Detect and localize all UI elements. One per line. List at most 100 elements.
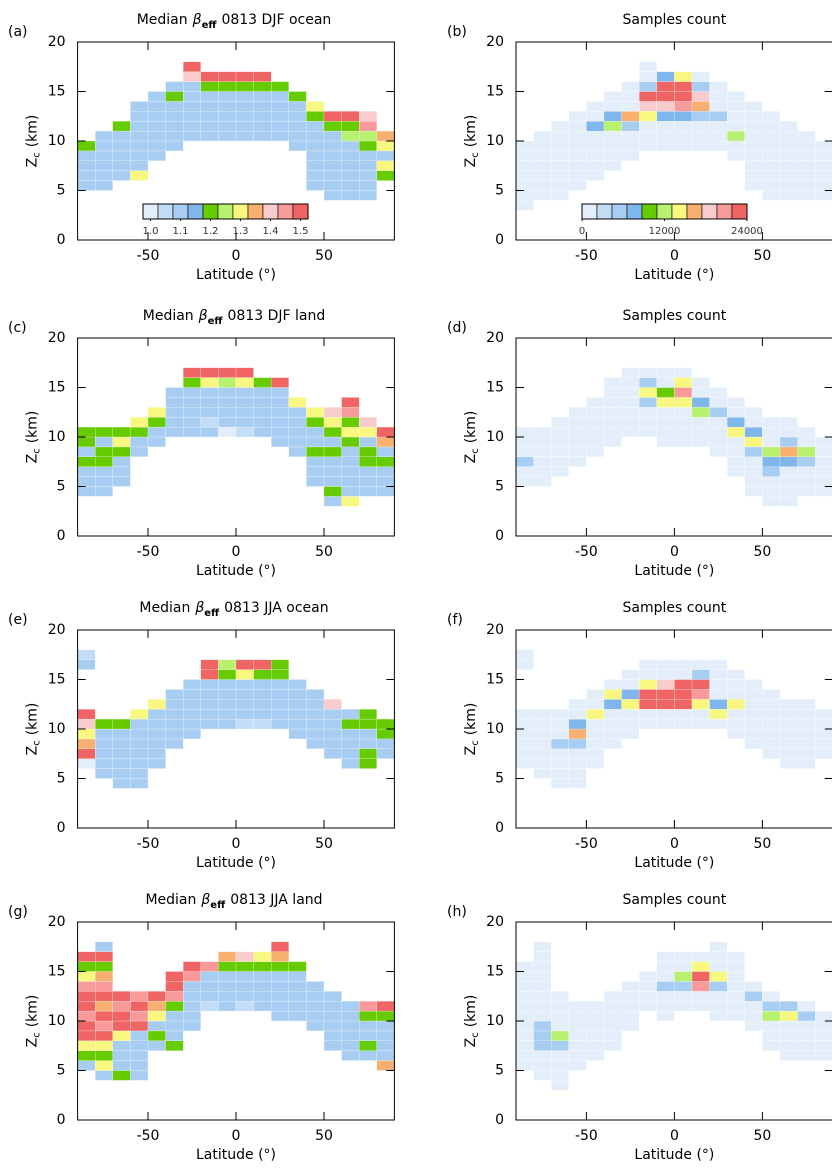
cell	[165, 130, 184, 142]
y-tick-label: 0	[57, 820, 66, 836]
cell	[235, 367, 254, 378]
cell	[376, 718, 395, 730]
y-tick-label: 20	[48, 622, 66, 638]
y-label-unit: (km)	[463, 703, 479, 736]
cell	[182, 1020, 201, 1032]
cell	[218, 387, 237, 398]
cell	[341, 486, 360, 497]
cell	[568, 446, 587, 457]
cell	[165, 1020, 184, 1032]
cell	[551, 709, 570, 720]
cell	[797, 718, 816, 730]
y-tick-label: 15	[48, 672, 66, 688]
cell	[323, 1020, 342, 1032]
cell	[515, 150, 534, 161]
cell	[568, 748, 587, 759]
cell	[288, 689, 307, 700]
cell	[147, 748, 166, 759]
cell	[165, 426, 184, 438]
y-tick-label: 20	[48, 330, 66, 346]
cell	[533, 1010, 552, 1022]
cell	[674, 961, 693, 972]
y-tick-label: 20	[48, 34, 66, 50]
cell	[341, 1050, 360, 1061]
cell	[656, 961, 675, 972]
cell	[288, 91, 307, 102]
cell	[797, 160, 816, 171]
cell	[165, 91, 184, 102]
cell	[744, 160, 763, 171]
cell	[182, 961, 201, 972]
cell	[94, 981, 113, 992]
cell	[94, 476, 113, 487]
title-subscript: eff	[210, 900, 226, 911]
cell	[182, 101, 201, 112]
cell	[94, 951, 113, 962]
colorbar-swatch	[581, 203, 598, 220]
cell	[306, 426, 325, 438]
cell	[323, 436, 342, 448]
cell	[235, 397, 254, 408]
panel-label: (b)	[447, 24, 467, 40]
cell	[165, 140, 184, 152]
cell	[376, 456, 395, 467]
cell	[744, 1010, 763, 1022]
cell	[306, 446, 325, 457]
cell	[271, 81, 290, 92]
x-axis-label: Latitude (°)	[634, 1147, 714, 1163]
cell	[586, 436, 605, 448]
cell	[639, 71, 658, 82]
cell	[376, 466, 395, 477]
cell	[727, 101, 746, 112]
cell	[568, 758, 587, 769]
cell	[112, 1060, 131, 1071]
cell	[235, 971, 254, 982]
y-tick-label: 20	[486, 34, 504, 50]
panel-label: (d)	[447, 320, 467, 336]
cell	[674, 101, 693, 112]
cell	[797, 466, 816, 477]
cell	[533, 709, 552, 720]
cell	[200, 426, 219, 438]
cell	[130, 709, 149, 720]
cell	[94, 941, 113, 952]
cell	[271, 689, 290, 700]
cell	[586, 709, 605, 720]
cell	[674, 689, 693, 700]
cell	[235, 991, 254, 1002]
y-tick-label: 5	[495, 771, 504, 787]
cell	[288, 961, 307, 972]
cell	[586, 397, 605, 408]
cell	[621, 81, 640, 92]
cell	[130, 1050, 149, 1061]
cell	[235, 679, 254, 690]
cell	[235, 981, 254, 992]
cell	[77, 991, 96, 1002]
cell	[200, 1001, 219, 1012]
cell	[586, 426, 605, 438]
colorbar-swatch	[686, 203, 703, 220]
cell	[586, 111, 605, 122]
cell	[727, 446, 746, 457]
x-axis-label: Latitude (°)	[634, 267, 714, 283]
cell	[112, 991, 131, 1002]
cell	[77, 738, 96, 750]
cell	[639, 120, 658, 132]
cell	[656, 679, 675, 690]
cell	[376, 476, 395, 487]
cell	[709, 436, 728, 448]
cell	[359, 718, 378, 730]
cell	[709, 120, 728, 132]
panel: -50 0 50 0 5 10 15 20 Latitude (°) Zc (km) (d) Sampl…	[447, 308, 832, 579]
cell	[130, 728, 149, 740]
cell	[639, 1001, 658, 1012]
cell	[147, 120, 166, 132]
cell	[551, 446, 570, 457]
cell	[130, 111, 149, 122]
cell	[551, 1050, 570, 1061]
x-tick-label: 50	[315, 544, 333, 560]
cell	[674, 367, 693, 378]
cell	[515, 476, 534, 487]
panel-title: Median βeff 0813 JJA ocean	[139, 600, 328, 619]
cell	[815, 1050, 832, 1061]
